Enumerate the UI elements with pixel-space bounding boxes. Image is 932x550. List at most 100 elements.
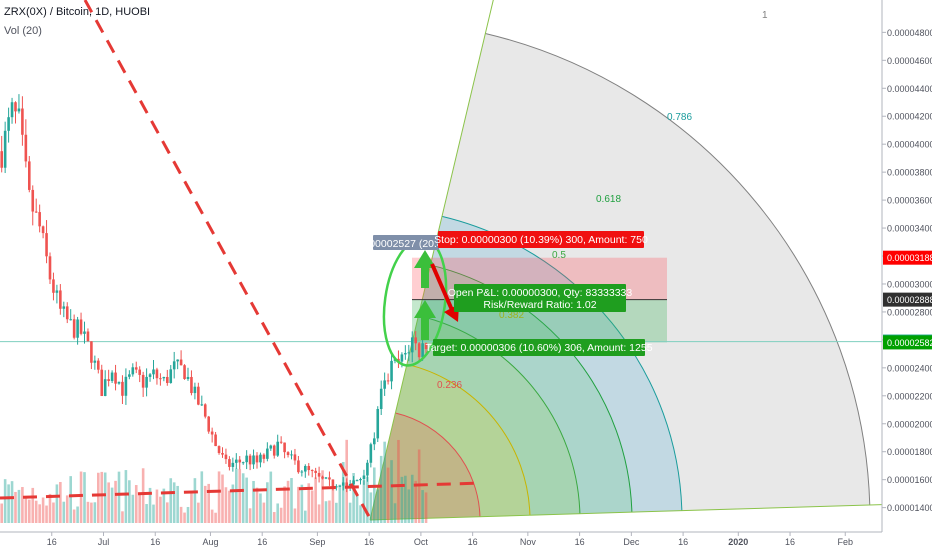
fib-edge-top [369, 0, 494, 521]
time-tick-label: Aug [202, 537, 218, 547]
volume-bar [152, 504, 155, 523]
candle-body [297, 460, 300, 473]
volume-bar [176, 485, 179, 523]
candle-body [235, 459, 238, 463]
price-tick-label: 0.00003800 [887, 168, 932, 178]
candle-body [283, 442, 286, 453]
candle-body [31, 189, 35, 212]
volume-bar [283, 486, 286, 523]
volume-bar [269, 471, 273, 523]
volume-bar [217, 471, 221, 523]
candle-body [324, 477, 328, 479]
volume-bar [214, 512, 217, 523]
candle-body [145, 376, 148, 388]
time-tick-label: 16 [364, 537, 374, 547]
volume-bar [159, 496, 162, 523]
candle-body [262, 454, 266, 459]
fib-label-0.236: 0.236 [437, 380, 462, 391]
candle-body [183, 365, 186, 380]
volume-bar [128, 480, 131, 523]
candle-body [69, 319, 72, 321]
volume-bar [355, 495, 359, 523]
fib-speed-fan[interactable]: 0.236 0.382 0.5 0.618 0.786 1 [369, 0, 932, 521]
candle-body [221, 453, 224, 455]
volume-bar [10, 481, 14, 523]
volume-bar [134, 485, 138, 523]
volume-bar [62, 501, 66, 523]
price-tag-label: 0.00003188 [887, 253, 932, 263]
time-tick-label: Dec [623, 537, 640, 547]
volume-bar [248, 508, 252, 523]
volume-bar [210, 509, 214, 523]
candle-body [62, 306, 66, 309]
fib-arc-1 [485, 33, 871, 506]
candle-body [407, 352, 411, 354]
volume-bar [393, 503, 397, 523]
fib-arc-0.382 [406, 363, 531, 516]
candle-body [141, 374, 145, 388]
candle-body [107, 379, 110, 381]
candle-body [369, 444, 373, 463]
price-tick-label: 0.00004000 [887, 140, 932, 150]
pnl-label-text: Open P&L: 0.00000300, Qty: 83333333 [448, 287, 633, 299]
volume-bar [190, 492, 193, 523]
time-tick-label: 2020 [728, 537, 748, 547]
candle-body [10, 102, 14, 118]
volume-bar [307, 483, 311, 523]
volume-bar [359, 505, 362, 523]
time-tick-label: Nov [520, 537, 537, 547]
price-tag-bg [883, 250, 932, 265]
price-tick-label: 0.00002200 [887, 391, 932, 401]
up-arrow-shaft [421, 314, 429, 340]
candle-body [128, 374, 131, 377]
volume-bar [328, 500, 331, 523]
volume-bar [324, 501, 328, 523]
candle-body [114, 372, 117, 384]
downtrend-line [83, 0, 374, 523]
volume-bar [200, 471, 204, 523]
volume-bar [407, 489, 411, 523]
volume-bar [207, 483, 210, 523]
volume-bar [117, 471, 121, 523]
candle-body [214, 434, 217, 447]
candle-body [310, 470, 314, 472]
candle-body [48, 256, 52, 280]
candle-body [424, 343, 428, 350]
volume-bar [290, 478, 293, 523]
candle-body [55, 290, 59, 293]
volume-bar [76, 506, 79, 523]
candle-body [179, 359, 183, 366]
volume-bar [193, 478, 197, 523]
volume-bar [17, 489, 21, 523]
candle-body [293, 454, 297, 461]
entry-tag-bg [373, 235, 439, 250]
candle-body [417, 343, 421, 358]
candle-body [224, 454, 228, 460]
pnl-label-text: Risk/Reward Ratio: 1.02 [483, 299, 596, 311]
candle-body [76, 319, 79, 338]
target-label-bg [433, 339, 645, 356]
candle-body [410, 337, 414, 353]
volume-bar [145, 504, 148, 523]
volume-bar [293, 508, 297, 523]
candle-body [335, 486, 338, 488]
candle-body [359, 478, 362, 481]
volume-bar [138, 493, 141, 523]
volume-bar [14, 491, 17, 523]
volume-bar [286, 480, 290, 523]
price-tick-label: 0.00002000 [887, 419, 932, 429]
fib-label-0.786: 0.786 [667, 112, 692, 123]
candle-body [328, 477, 331, 480]
volume-bar [397, 439, 400, 523]
volume-bar [183, 512, 186, 523]
up-arrow-shaft [421, 264, 429, 288]
price-tick-label: 0.00002400 [887, 363, 932, 373]
fib-arc-0.5 [418, 315, 581, 514]
volume-bar [228, 490, 231, 523]
candle-body [117, 381, 121, 384]
volume-bar [3, 479, 7, 523]
candle-body [266, 448, 269, 459]
entry-tag-text: 0.00002527 (20.4... [360, 238, 451, 250]
fib-zone-0.5 [370, 315, 580, 520]
